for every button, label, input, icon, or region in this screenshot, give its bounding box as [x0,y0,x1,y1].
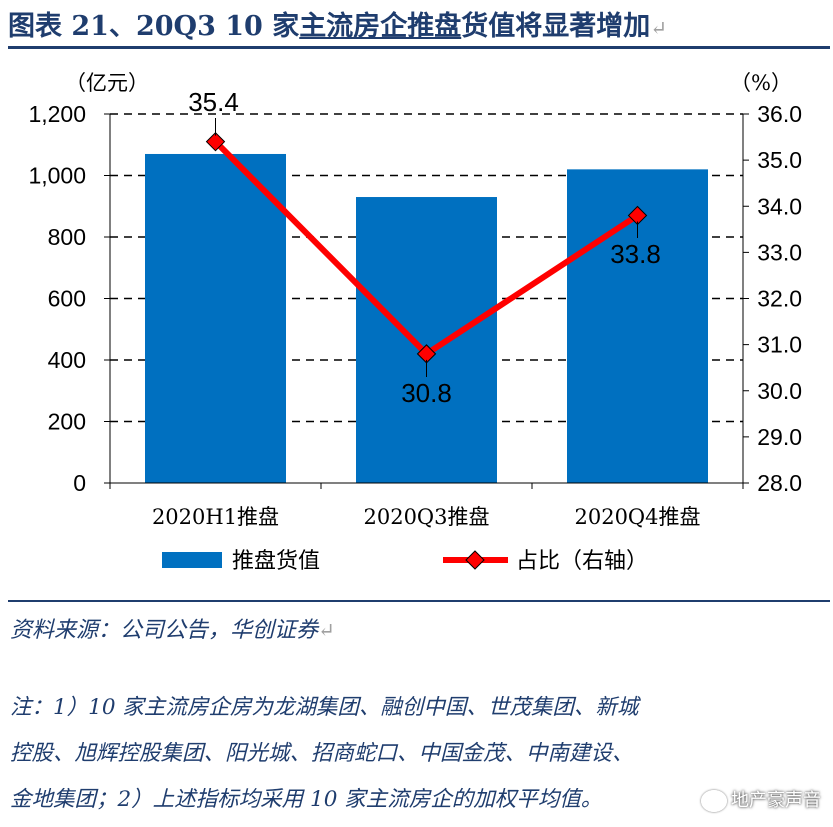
y-right-tick-label: 30.0 [757,378,802,404]
title-rule [8,46,830,49]
return-mark-icon: ↵ [650,16,667,40]
y-left-tick-label: 1,200 [28,101,86,127]
source-rule [8,600,830,602]
y-left-tick-label: 600 [48,286,86,312]
watermark-text: 地产豪声音 [731,790,821,811]
legend-label-bar: 推盘货值 [232,549,320,574]
wechat-icon [701,790,727,812]
legend-marker [465,550,485,570]
y-right-tick-label: 33.0 [757,239,802,265]
y-left-unit: （亿元） [65,71,149,95]
data-label: 33.8 [610,239,661,269]
x-tick-label: 2020Q4推盘 [574,505,700,529]
x-tick-label: 2020H1推盘 [152,505,279,529]
legend-label-line: 占比（右轴） [516,549,648,574]
y-right-unit: （%） [730,71,792,95]
legend-swatch-bar [162,552,222,568]
watermark: 地产豪声音 [701,786,821,812]
x-tick-label: 2020Q3推盘 [363,505,489,529]
source-label: 资料来源：公司公告，华创证券 [10,618,319,643]
title-prefix: 图表 21、20Q3 10 家 [8,11,300,42]
note-line-1: 注：1）10 家主流房企房为龙湖集团、融创中国、世茂集团、新城 [10,695,639,720]
y-right-tick-label: 35.0 [757,147,802,173]
y-right-tick-label: 31.0 [757,332,802,358]
source-text: 资料来源：公司公告，华创证券↵ [10,612,335,644]
y-left-tick-label: 400 [48,347,86,373]
y-left-tick-label: 1,000 [28,163,86,189]
data-label: 30.8 [401,378,452,408]
y-right-tick-label: 28.0 [757,470,802,496]
y-left-tick-label: 200 [48,409,86,435]
return-mark-icon: ↵ [318,618,335,642]
data-label: 35.4 [188,87,239,117]
title-suffix: 货值将显著增加 [461,11,651,42]
line-point [205,131,226,152]
y-right-tick-label: 34.0 [757,193,802,219]
bar [145,153,286,483]
y-right-tick-label: 36.0 [757,101,802,127]
note-line-2: 控股、旭辉控股集团、阳光城、招商蛇口、中国金茂、中南建设、 [10,741,634,766]
chart-area: 0 200 400 600 800 1,000 1,200 28.0 29.0 30.0 31.0 3… [28,71,802,574]
y-left-tick-label: 800 [48,224,86,250]
note-line-3: 金地集团；2）上述指标均采用 10 家主流房企的加权平均值。 [10,787,603,812]
y-left-tick-label: 0 [73,470,86,496]
bar [356,197,497,483]
y-right-tick-label: 32.0 [757,286,802,312]
title-underlined: 主流房企推盘 [299,11,462,42]
y-right-tick-label: 29.0 [757,424,802,450]
chart-title: 图表 21、20Q3 10 家主流房企推盘货值将显著增加↵ [8,4,667,43]
